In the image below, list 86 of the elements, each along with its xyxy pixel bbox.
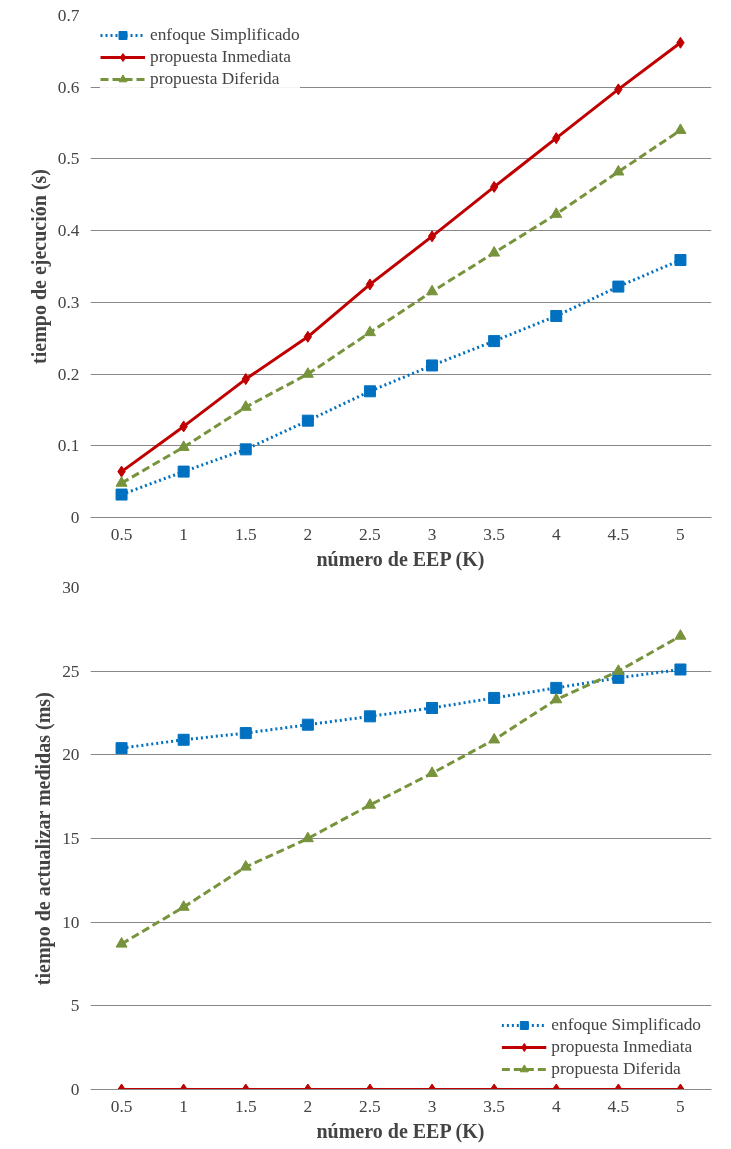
x-axis-title: número de EEP (K)	[316, 1119, 485, 1143]
x-tick-label: 3.5	[483, 1096, 505, 1116]
x-tick-label: 4	[551, 524, 561, 544]
x-tick-label: 3	[427, 524, 437, 544]
x-tick-label: 1.5	[234, 524, 257, 544]
point	[301, 718, 314, 731]
x-axis-title: número de EEP (K)	[316, 547, 485, 571]
point	[239, 443, 252, 456]
point	[489, 180, 499, 193]
y-tick-label: 0.6	[57, 77, 80, 97]
x-tick-label: 1	[179, 1096, 188, 1116]
y-tick-label: 10	[62, 912, 80, 932]
x-tick-label: 2	[303, 524, 313, 544]
point	[239, 727, 252, 740]
y-tick-label: 0.3	[57, 292, 80, 312]
x-tick-label: 0.5	[110, 524, 133, 544]
point	[674, 254, 687, 267]
x-tick-label: 1.5	[234, 1096, 257, 1116]
x-tick-label: 0.5	[110, 1096, 133, 1116]
y-tick-label: 0.7	[57, 6, 80, 25]
point	[115, 488, 128, 501]
x-tick-label: 4.5	[607, 524, 630, 544]
x-tick-label: 3.5	[483, 524, 505, 544]
y-tick-label: 0.1	[57, 436, 80, 456]
point	[612, 664, 625, 675]
point	[177, 440, 190, 451]
point	[365, 278, 375, 291]
point	[550, 309, 563, 322]
point	[363, 325, 376, 337]
y-tick-label: 30	[62, 578, 80, 597]
point	[426, 701, 439, 714]
x-tick-label: 3	[427, 1096, 437, 1116]
point	[363, 385, 376, 398]
point	[426, 766, 439, 777]
point	[426, 359, 439, 372]
legend-label: propuesta Inmediata	[150, 47, 291, 67]
point	[239, 400, 252, 411]
point	[115, 476, 128, 487]
y-tick-label: 0.5	[57, 149, 80, 169]
point	[674, 123, 687, 134]
x-tick-label: 4.5	[607, 1096, 630, 1116]
point	[612, 280, 625, 293]
point	[488, 732, 501, 744]
legend-label: propuesta Diferida	[150, 69, 280, 89]
point	[177, 465, 190, 478]
y-tick-label: 20	[62, 745, 80, 765]
legend-label: enfoque Simplificado	[551, 1015, 701, 1035]
y-tick-label: 15	[62, 829, 80, 848]
point	[488, 691, 501, 704]
point	[239, 860, 252, 871]
point	[363, 710, 376, 723]
point	[488, 335, 501, 348]
point	[427, 230, 437, 243]
point	[550, 692, 563, 704]
legend-label: propuesta Diferida	[551, 1059, 681, 1079]
y-axis-title: tiempo de actualizar medidas (ms)	[32, 692, 56, 986]
x-tick-label: 2	[303, 1096, 313, 1116]
point	[301, 831, 314, 843]
point	[177, 733, 190, 746]
point	[674, 629, 687, 640]
point	[115, 742, 128, 755]
legend-label: enfoque Simplificado	[150, 25, 300, 45]
point	[612, 164, 625, 176]
point	[488, 246, 501, 257]
y-tick-label: 0	[70, 1080, 80, 1099]
point	[115, 937, 128, 948]
y-tick-label: 0	[70, 508, 80, 527]
x-tick-label: 4	[551, 1096, 561, 1116]
point	[301, 414, 314, 427]
x-tick-label: 5	[676, 524, 685, 544]
point	[550, 207, 563, 218]
x-tick-label: 5	[676, 1096, 685, 1116]
legend-label: propuesta Inmediata	[551, 1037, 693, 1057]
y-axis-title: tiempo de ejecución (s)	[27, 169, 51, 364]
y-tick-label: 0.2	[57, 364, 80, 384]
y-tick-label: 5	[70, 996, 80, 1016]
point	[674, 663, 687, 676]
point	[303, 330, 313, 343]
x-tick-label: 2.5	[359, 1096, 381, 1116]
point	[177, 900, 190, 911]
x-tick-label: 2.5	[359, 524, 381, 544]
point	[550, 681, 563, 694]
y-tick-label: 25	[62, 661, 80, 681]
point	[426, 284, 439, 296]
x-tick-label: 1	[179, 524, 188, 544]
y-tick-label: 0.4	[57, 221, 80, 241]
